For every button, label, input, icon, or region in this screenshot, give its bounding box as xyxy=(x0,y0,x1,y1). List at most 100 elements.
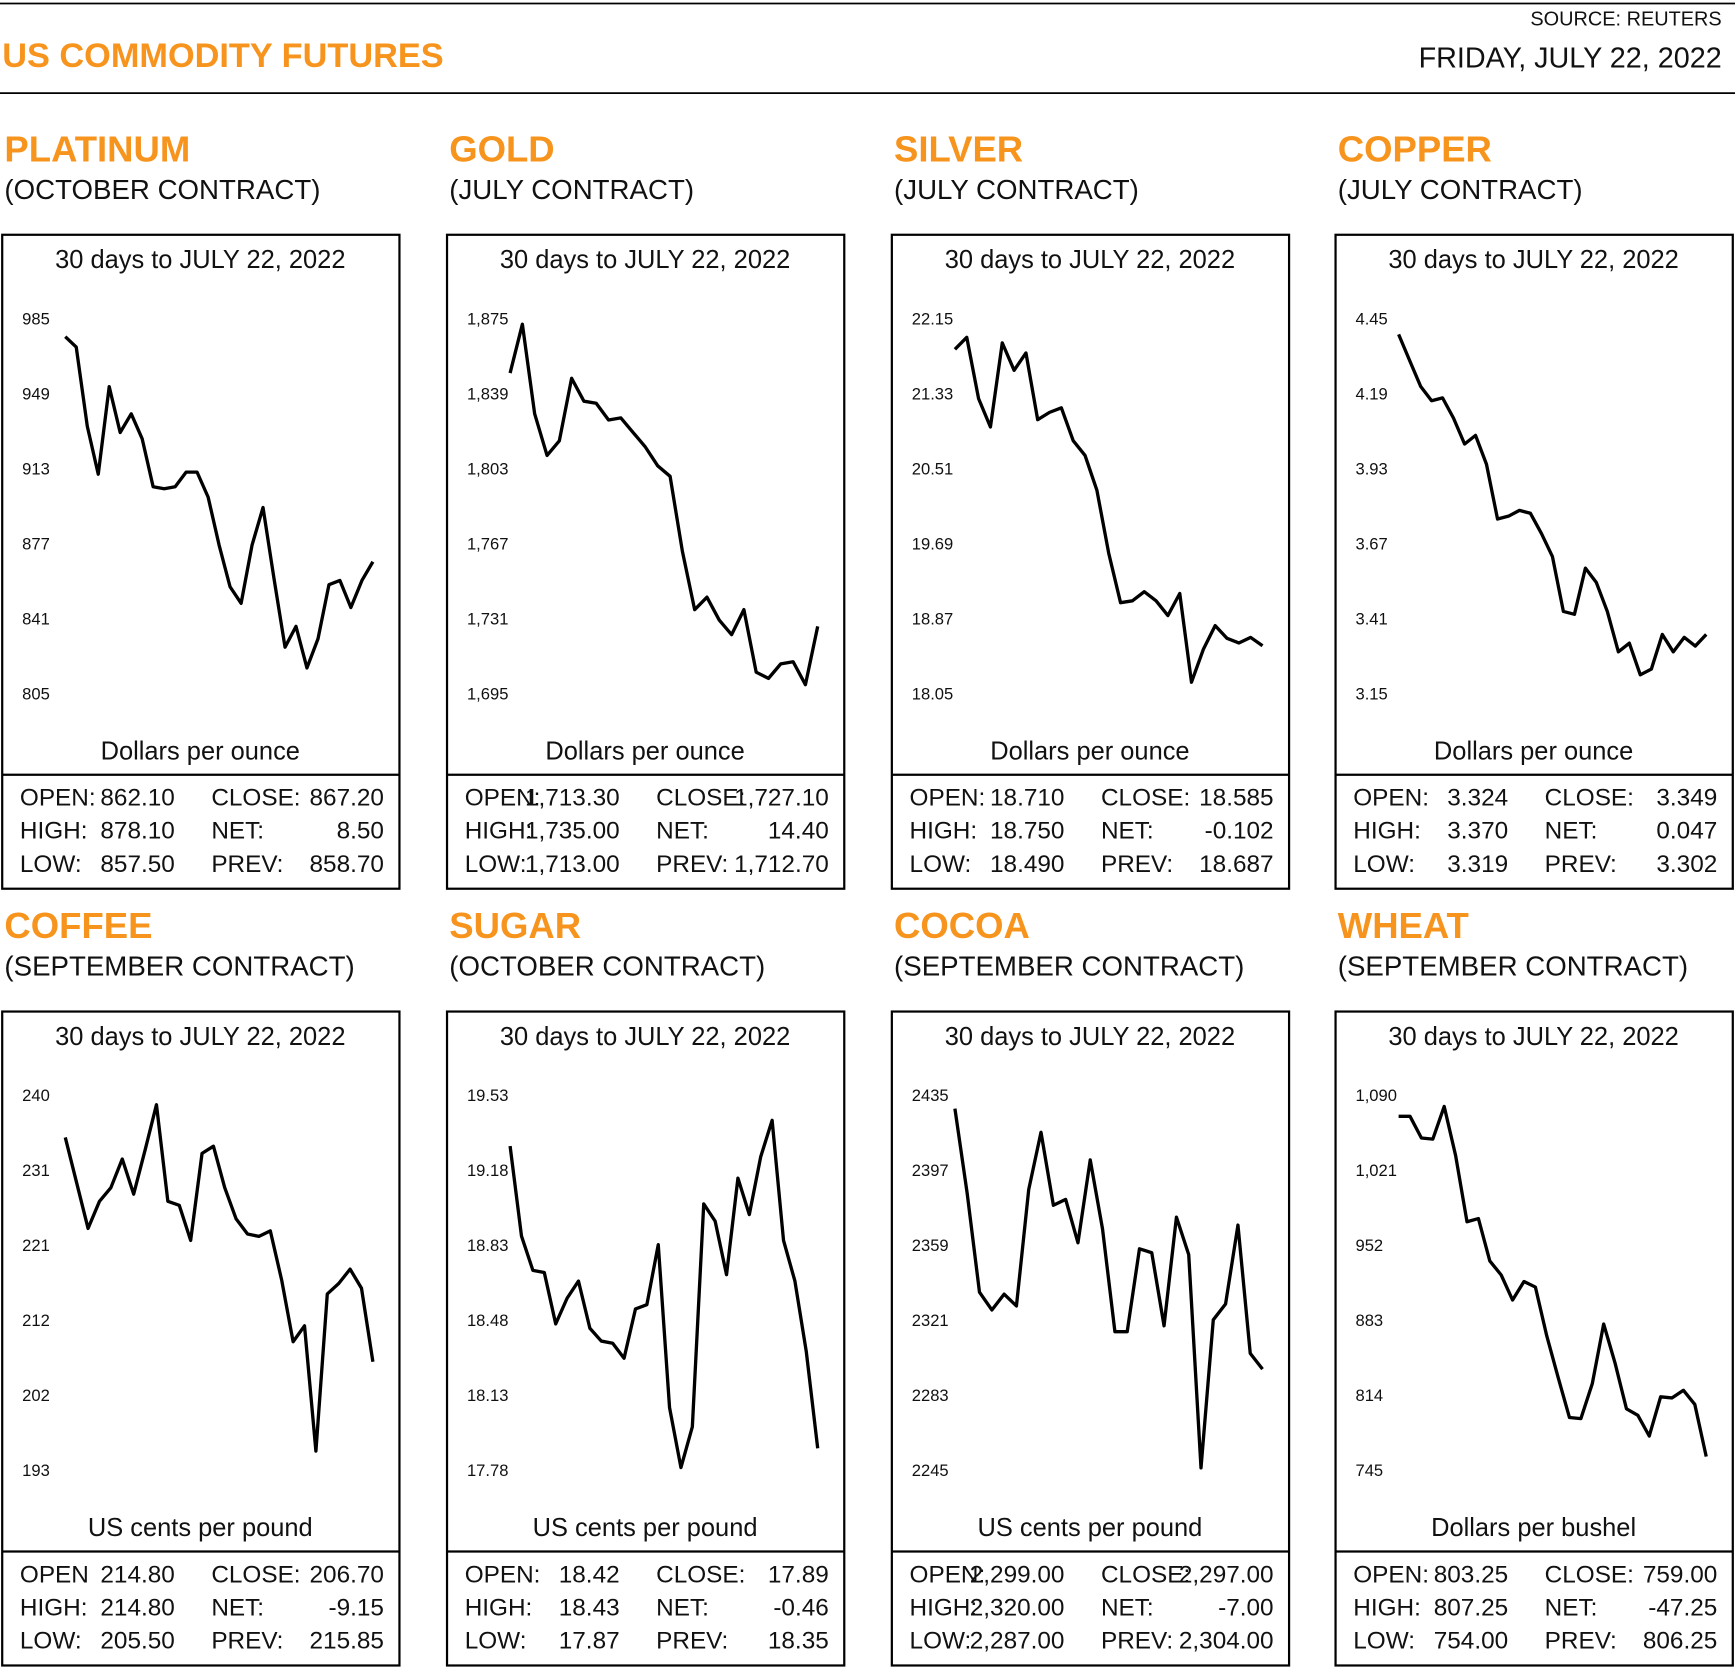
price-line xyxy=(63,1103,375,1453)
y-unit: Dollars per ounce xyxy=(101,737,300,765)
panel-title: SUGAR xyxy=(449,905,581,946)
y-tick-label: 4.19 xyxy=(1355,384,1387,403)
y-tick-label: 1,767 xyxy=(467,534,508,553)
stat-label: CLOSE: xyxy=(1545,1561,1634,1588)
y-tick-label: 3.93 xyxy=(1355,459,1387,478)
stat-value: 0.047 xyxy=(1656,818,1717,845)
y-tick-label: 19.53 xyxy=(467,1086,508,1105)
y-tick-label: 18.87 xyxy=(912,609,954,628)
stat-value: 18.585 xyxy=(1199,785,1273,812)
panel-note: 30 days to JULY 22, 2022 xyxy=(55,1023,345,1051)
y-unit: US cents per pound xyxy=(977,1514,1202,1542)
y-tick-label: 985 xyxy=(22,309,50,328)
stat-value: 1,713.00 xyxy=(525,851,620,878)
panel-box xyxy=(1,233,401,890)
stat-label: HIGH: xyxy=(20,818,88,845)
price-line xyxy=(1397,333,1708,677)
stat-value: 18.750 xyxy=(990,818,1064,845)
y-tick-label: 1,731 xyxy=(467,609,508,628)
stat-label: LOW: xyxy=(465,851,527,878)
y-tick-label: 3.67 xyxy=(1355,534,1387,553)
stat-value: 215.85 xyxy=(310,1628,384,1655)
y-tick-label: 18.83 xyxy=(467,1236,508,1255)
stat-value: 857.50 xyxy=(100,851,174,878)
stat-value: 858.70 xyxy=(310,851,384,878)
stat-value: 1,713.30 xyxy=(525,785,620,812)
panel-title: PLATINUM xyxy=(4,128,190,169)
stat-value: 2,299.00 xyxy=(970,1561,1065,1588)
stat-label: LOW: xyxy=(465,1628,527,1655)
price-line xyxy=(953,1108,1264,1470)
stat-value: 214.80 xyxy=(100,1561,174,1588)
stat-value: 759.00 xyxy=(1643,1561,1717,1588)
stat-label: NET: xyxy=(656,818,709,845)
stat-label: CLOSE: xyxy=(211,1561,300,1588)
y-unit: Dollars per ounce xyxy=(545,737,744,765)
stat-label: OPEN: xyxy=(465,1561,541,1588)
y-tick-label: 231 xyxy=(22,1161,50,1180)
y-tick-label: 952 xyxy=(1355,1236,1383,1255)
y-tick-label: 883 xyxy=(1355,1311,1383,1330)
panel-box xyxy=(1334,1010,1734,1667)
stat-label: HIGH: xyxy=(465,818,533,845)
stat-value: 8.50 xyxy=(337,818,384,845)
panel-title: GOLD xyxy=(449,128,554,169)
y-tick-label: 2283 xyxy=(912,1386,949,1405)
y-tick-label: 22.15 xyxy=(912,309,954,328)
y-tick-label: 4.45 xyxy=(1355,309,1387,328)
stat-value: 206.70 xyxy=(310,1561,384,1588)
price-line xyxy=(953,335,1264,684)
stat-label: NET: xyxy=(1545,818,1598,845)
stat-label: PREV: xyxy=(1101,851,1173,878)
panel-note: 30 days to JULY 22, 2022 xyxy=(500,1023,790,1051)
stat-label: OPEN: xyxy=(20,785,96,812)
y-tick-label: 2397 xyxy=(912,1161,949,1180)
stat-label: NET: xyxy=(211,818,264,845)
panel-note: 30 days to JULY 22, 2022 xyxy=(945,246,1235,274)
y-tick-label: 1,021 xyxy=(1355,1161,1397,1180)
stat-label: LOW: xyxy=(20,1628,82,1655)
y-tick-label: 17.78 xyxy=(467,1461,508,1480)
stat-value: 214.80 xyxy=(100,1594,174,1621)
stat-value: 18.43 xyxy=(559,1594,620,1621)
y-tick-label: 2359 xyxy=(912,1236,949,1255)
stat-value: 17.89 xyxy=(768,1561,829,1588)
stat-value: 18.490 xyxy=(990,851,1064,878)
panel-subtitle: (SEPTEMBER CONTRACT) xyxy=(894,951,1244,982)
stat-label: PREV: xyxy=(656,1628,728,1655)
panel-box xyxy=(445,1010,846,1667)
stat-value: 1,712.70 xyxy=(734,851,829,878)
stat-label: HIGH: xyxy=(1353,1594,1421,1621)
stat-label: HIGH: xyxy=(465,1594,533,1621)
y-tick-label: 1,090 xyxy=(1355,1086,1397,1105)
stat-value: 1,735.00 xyxy=(525,818,620,845)
stat-label: NET: xyxy=(1101,1594,1154,1621)
panel-subtitle: (JULY CONTRACT) xyxy=(1338,174,1583,205)
panel-note: 30 days to JULY 22, 2022 xyxy=(500,246,790,274)
y-tick-label: 913 xyxy=(22,459,50,478)
y-tick-label: 3.15 xyxy=(1355,684,1387,703)
stat-label: LOW: xyxy=(910,1628,972,1655)
panel-subtitle: (SEPTEMBER CONTRACT) xyxy=(1338,951,1688,982)
stat-label: HIGH: xyxy=(910,818,978,845)
date: FRIDAY, JULY 22, 2022 xyxy=(1419,43,1722,75)
y-tick-label: 3.41 xyxy=(1355,609,1387,628)
y-tick-label: 1,875 xyxy=(467,309,508,328)
panel-note: 30 days to JULY 22, 2022 xyxy=(1388,1023,1678,1051)
panel-subtitle: (OCTOBER CONTRACT) xyxy=(4,174,320,205)
stat-value: 18.710 xyxy=(990,785,1064,812)
stat-label: CLOSE: xyxy=(1101,1561,1190,1588)
stat-label: LOW: xyxy=(910,851,972,878)
stat-value: 18.35 xyxy=(768,1628,829,1655)
panel-box xyxy=(1,1010,401,1667)
price-line xyxy=(508,322,820,687)
stat-value: 3.324 xyxy=(1447,785,1508,812)
stat-value: 2,320.00 xyxy=(970,1594,1065,1621)
stat-value: 17.87 xyxy=(559,1628,620,1655)
stat-value: -47.25 xyxy=(1648,1594,1717,1621)
y-tick-label: 814 xyxy=(1355,1386,1383,1405)
panel-title: SILVER xyxy=(894,128,1023,169)
y-tick-label: 18.05 xyxy=(912,684,954,703)
y-tick-label: 202 xyxy=(22,1386,50,1405)
stat-label: NET: xyxy=(1101,818,1154,845)
